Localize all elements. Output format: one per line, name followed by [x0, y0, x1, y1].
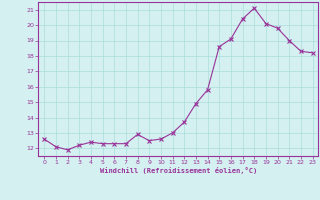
X-axis label: Windchill (Refroidissement éolien,°C): Windchill (Refroidissement éolien,°C) [100, 167, 257, 174]
